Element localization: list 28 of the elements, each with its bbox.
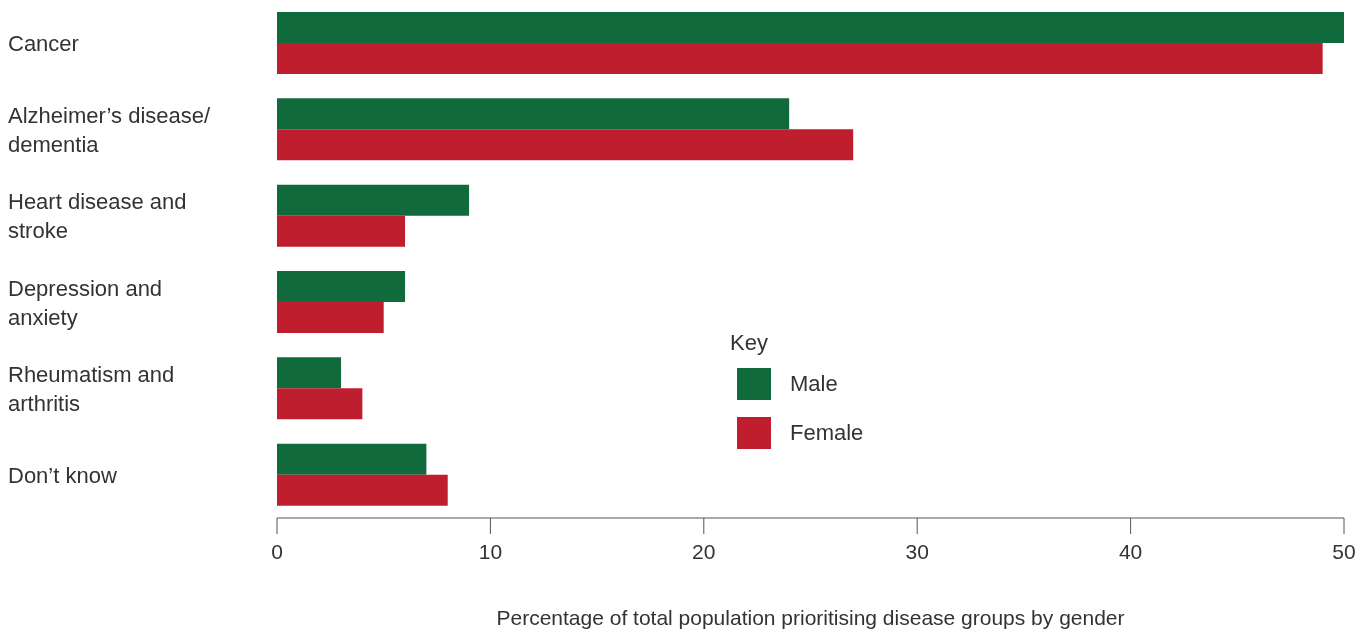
- y-tick-label: Cancer: [8, 30, 79, 56]
- x-tick-label: 0: [271, 539, 283, 563]
- bar: [277, 184, 470, 216]
- y-tick-label: Alzheimer’s disease/ dementia: [8, 102, 212, 157]
- y-tick-label: Rheumatism and arthritis: [8, 361, 175, 416]
- bar: [277, 215, 406, 247]
- y-tick-label: Depression and anxiety: [8, 275, 163, 330]
- bar: [277, 43, 1323, 74]
- bar: [277, 443, 427, 475]
- legend-label: Female: [790, 420, 864, 446]
- x-axis-title: Percentage of total population prioritising disease groups by gender: [496, 606, 1125, 629]
- x-tick-label: 10: [478, 539, 503, 563]
- x-tick-label: 20: [692, 539, 716, 563]
- bar: [277, 129, 854, 161]
- y-tick-label: Heart disease and stroke: [8, 188, 187, 243]
- bar: [277, 302, 384, 333]
- bar: [277, 12, 1344, 43]
- bar: [277, 388, 363, 420]
- y-tick-label: Don’t know: [8, 462, 117, 488]
- x-tick-label: 50: [1332, 539, 1356, 563]
- legend-label: Male: [790, 371, 838, 397]
- x-tick-label: 30: [905, 539, 929, 563]
- bar: [277, 98, 790, 130]
- bar: [277, 357, 342, 389]
- x-tick-label: 40: [1118, 539, 1143, 563]
- bar: [277, 474, 448, 506]
- legend-title: Key: [730, 330, 769, 356]
- bar: [277, 271, 406, 302]
